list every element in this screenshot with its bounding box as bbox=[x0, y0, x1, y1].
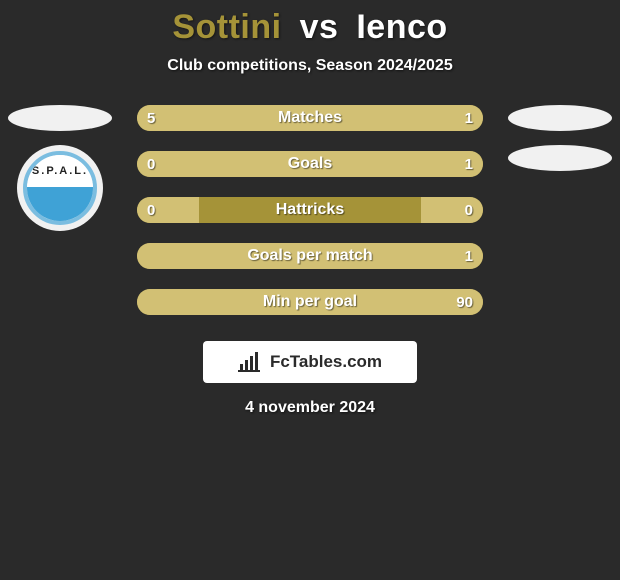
stat-row: Goals per match1 bbox=[137, 243, 483, 269]
player1-club-badge: S.P.A.L. bbox=[17, 145, 103, 231]
bar-chart-icon bbox=[238, 352, 264, 372]
club-badge-bottom bbox=[27, 187, 93, 221]
content-area: S.P.A.L. Matches51 Goals01 Hattricks00 Goal… bbox=[0, 105, 620, 315]
stat-bar-right bbox=[137, 243, 483, 269]
stat-bar-right bbox=[424, 105, 483, 131]
player1-photo-placeholder bbox=[8, 105, 112, 131]
stat-bar-left bbox=[137, 105, 424, 131]
stat-bar-left bbox=[137, 197, 199, 223]
stat-bar-right bbox=[137, 289, 483, 315]
stat-row: Goals01 bbox=[137, 151, 483, 177]
player2-photo-placeholder bbox=[508, 105, 612, 131]
source-logo: FcTables.com bbox=[203, 341, 417, 383]
player2-name: Ienco bbox=[356, 8, 447, 46]
page-title: Sottini vs Ienco bbox=[0, 0, 620, 47]
left-column: S.P.A.L. bbox=[0, 105, 120, 245]
source-logo-text: FcTables.com bbox=[270, 352, 382, 372]
stat-bar-right bbox=[421, 197, 483, 223]
stat-row: Hattricks00 bbox=[137, 197, 483, 223]
right-column bbox=[500, 105, 620, 185]
player2-club-placeholder bbox=[508, 145, 612, 171]
club-badge-text: S.P.A.L. bbox=[27, 155, 93, 187]
club-badge-spal: S.P.A.L. bbox=[23, 151, 97, 225]
vs-text: vs bbox=[300, 8, 339, 46]
page-root: Sottini vs Ienco Club competitions, Seas… bbox=[0, 0, 620, 580]
date-text: 4 november 2024 bbox=[0, 399, 620, 417]
stat-bar-right bbox=[199, 151, 483, 177]
stat-row: Matches51 bbox=[137, 105, 483, 131]
stat-row: Min per goal90 bbox=[137, 289, 483, 315]
subtitle: Club competitions, Season 2024/2025 bbox=[0, 57, 620, 75]
stats-bars: Matches51 Goals01 Hattricks00 Goals per mat… bbox=[137, 105, 483, 315]
player1-name: Sottini bbox=[172, 8, 281, 46]
stat-bar-left bbox=[137, 151, 199, 177]
